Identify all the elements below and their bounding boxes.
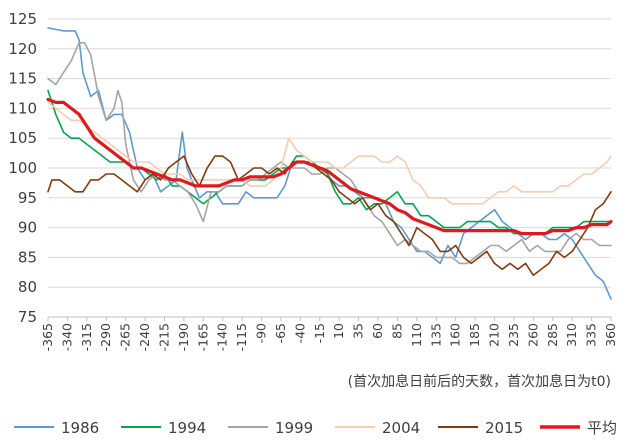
legend-label: 2004 xyxy=(382,419,420,437)
legend-label: 1986 xyxy=(61,419,99,437)
series-lines xyxy=(46,27,613,300)
x-tick-label: -65 xyxy=(273,323,288,343)
legend-label: 1994 xyxy=(168,419,206,437)
x-tick-label: -290 xyxy=(98,323,113,351)
x-tick-label: 210 xyxy=(487,323,502,347)
series-line-2 xyxy=(47,41,612,265)
x-tick-label: -165 xyxy=(195,323,210,351)
x-tick-label: 60 xyxy=(370,323,385,339)
series-line-3 xyxy=(47,101,612,205)
legend: 1986 1994 1999 2004 2015 平均 xyxy=(14,419,617,437)
y-tick-label: 100 xyxy=(8,159,37,177)
x-tick-label: -265 xyxy=(118,323,133,351)
x-tick-label: -190 xyxy=(176,323,191,351)
series-line-4 xyxy=(47,155,612,277)
x-tick-label: 185 xyxy=(467,323,482,347)
y-tick-label: 90 xyxy=(18,219,37,237)
y-tick-label: 95 xyxy=(18,189,37,207)
y-tick-label: 115 xyxy=(8,70,37,88)
x-tick-label: -340 xyxy=(59,323,74,351)
y-tick-label: 110 xyxy=(8,99,37,117)
y-tick-label: 75 xyxy=(18,308,37,326)
x-tick-label: 235 xyxy=(506,323,521,347)
x-tick-label: 10 xyxy=(331,323,346,339)
x-tick-label: 335 xyxy=(584,323,599,347)
legend-label: 1999 xyxy=(275,419,313,437)
x-tick-label: -15 xyxy=(312,323,327,343)
x-tick-label: -240 xyxy=(137,323,152,351)
legend-label: 平均 xyxy=(587,419,617,437)
x-tick-label: 260 xyxy=(525,323,540,347)
x-tick-label: -215 xyxy=(156,323,171,351)
x-tick-label: 285 xyxy=(545,323,560,347)
legend-label: 2015 xyxy=(485,419,523,437)
y-tick-label: 85 xyxy=(18,248,37,266)
x-axis-ticks: -365 -340 -315 -290 -265 -240 -215 -190 -165 -140… xyxy=(40,317,618,351)
x-tick-label: 35 xyxy=(351,323,366,339)
y-tick-label: 105 xyxy=(8,129,37,147)
y-tick-label: 125 xyxy=(8,10,37,28)
x-tick-label: 310 xyxy=(564,323,579,347)
x-tick-label: 135 xyxy=(428,323,443,347)
x-tick-label: 110 xyxy=(409,323,424,347)
x-tick-label: -90 xyxy=(254,323,269,343)
y-tick-label: 80 xyxy=(18,278,37,296)
x-tick-label: -365 xyxy=(40,323,55,351)
x-tick-label: -140 xyxy=(215,323,230,351)
series-line-5 xyxy=(46,97,613,236)
x-axis-label: (首次加息日前后的天数，首次加息日为t0) xyxy=(348,373,611,390)
y-axis-ticks: 75 80 85 90 95 100 105 110 115 120 125 xyxy=(8,10,37,326)
x-tick-label: 160 xyxy=(448,323,463,347)
x-tick-label: -40 xyxy=(292,323,307,343)
x-tick-label: -115 xyxy=(234,323,249,351)
x-tick-label: 360 xyxy=(603,323,618,347)
y-tick-label: 120 xyxy=(8,40,37,58)
x-tick-label: 85 xyxy=(389,323,404,339)
x-tick-label: -315 xyxy=(79,323,94,351)
